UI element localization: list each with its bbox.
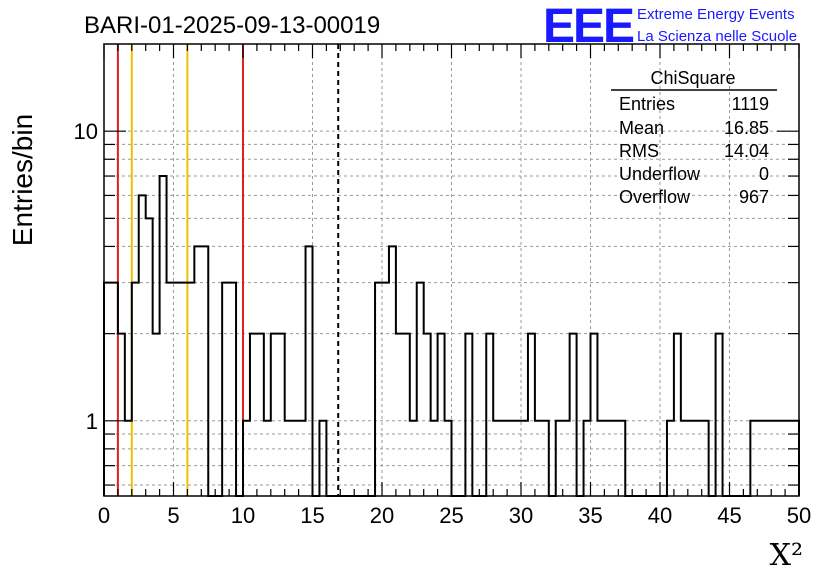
stats-value-entries: 1119 [732, 94, 769, 114]
histogram-bin [194, 246, 201, 496]
histogram-bin [174, 283, 181, 496]
x-tick-label: 20 [370, 503, 394, 528]
histogram-bin [180, 283, 187, 496]
histogram-bin [167, 283, 174, 496]
histogram-bin [118, 334, 125, 496]
histogram-bin [201, 246, 208, 496]
logo-line-2: La Scienza nelle Scuole [637, 28, 797, 45]
histogram-bin [229, 283, 236, 496]
stats-box: ChiSquare Entries 1119 Mean 16.85 RMS 14… [611, 68, 777, 207]
histogram-bin [486, 334, 493, 496]
stats-label-overflow: Overflow [619, 187, 691, 207]
logo-mark: EEE [543, 0, 634, 53]
histogram-bin [674, 334, 681, 496]
histogram-bin [403, 334, 410, 496]
histogram-bin [424, 334, 431, 496]
histogram-bin [139, 195, 146, 496]
histogram-bin [382, 283, 389, 496]
histogram-outline [103, 175, 800, 497]
stats-label-mean: Mean [619, 118, 664, 138]
histogram-bin [591, 334, 598, 496]
x-tick-label: 10 [231, 503, 255, 528]
stats-value-rms: 14.04 [724, 141, 769, 161]
histogram-bin [257, 334, 264, 496]
histogram-bin [187, 283, 194, 496]
stats-title: ChiSquare [650, 68, 735, 88]
histogram-bin [250, 334, 257, 496]
histogram-bin [104, 283, 111, 496]
histogram-bin [278, 334, 285, 496]
x-tick-label: 40 [648, 503, 672, 528]
histogram-bin [306, 246, 313, 496]
stats-value-overflow: 967 [739, 187, 769, 207]
run-title: BARI-01-2025-09-13-00019 [84, 12, 380, 39]
histogram-bin [111, 283, 118, 496]
histogram-bin [396, 334, 403, 496]
x-axis-label: X² [770, 538, 803, 572]
histogram-bin [271, 334, 278, 496]
x-tick-label: 30 [509, 503, 533, 528]
histogram-bin [389, 246, 396, 496]
histogram-bin [570, 334, 577, 496]
histogram-bin [160, 176, 167, 496]
histogram-bin [222, 283, 229, 496]
stats-label-entries: Entries [619, 94, 675, 114]
histogram-bin [438, 334, 445, 496]
x-tick-label: 5 [167, 503, 179, 528]
histogram-bin [465, 334, 472, 496]
y-axis-label: Entries/bin [7, 114, 38, 246]
x-tick-label: 0 [98, 503, 110, 528]
histogram-bin [146, 218, 153, 496]
x-tick-label: 50 [787, 503, 811, 528]
histogram-bin [417, 283, 424, 496]
stats-label-rms: RMS [619, 141, 659, 161]
histogram-bin [153, 334, 160, 496]
histogram-bin [716, 334, 723, 496]
logo-line-1: Extreme Energy Events [637, 6, 795, 23]
y-tick-label: 10 [74, 119, 98, 144]
stats-label-underflow: Underflow [619, 164, 701, 184]
y-tick-label: 1 [86, 409, 98, 434]
stats-value-underflow: 0 [759, 164, 769, 184]
x-tick-label: 45 [717, 503, 741, 528]
histogram-bin [132, 283, 139, 496]
stats-value-mean: 16.85 [724, 118, 769, 138]
histogram-bin [375, 283, 382, 496]
x-tick-label: 25 [439, 503, 463, 528]
x-tick-label: 35 [578, 503, 602, 528]
eee-logo: EEE Extreme Energy Events La Scienza nel… [543, 0, 797, 53]
plot-area: 0 5 10 15 20 25 30 35 40 45 50 1 10 [74, 43, 811, 528]
x-tick-label: 15 [300, 503, 324, 528]
histogram-bin [528, 334, 535, 496]
